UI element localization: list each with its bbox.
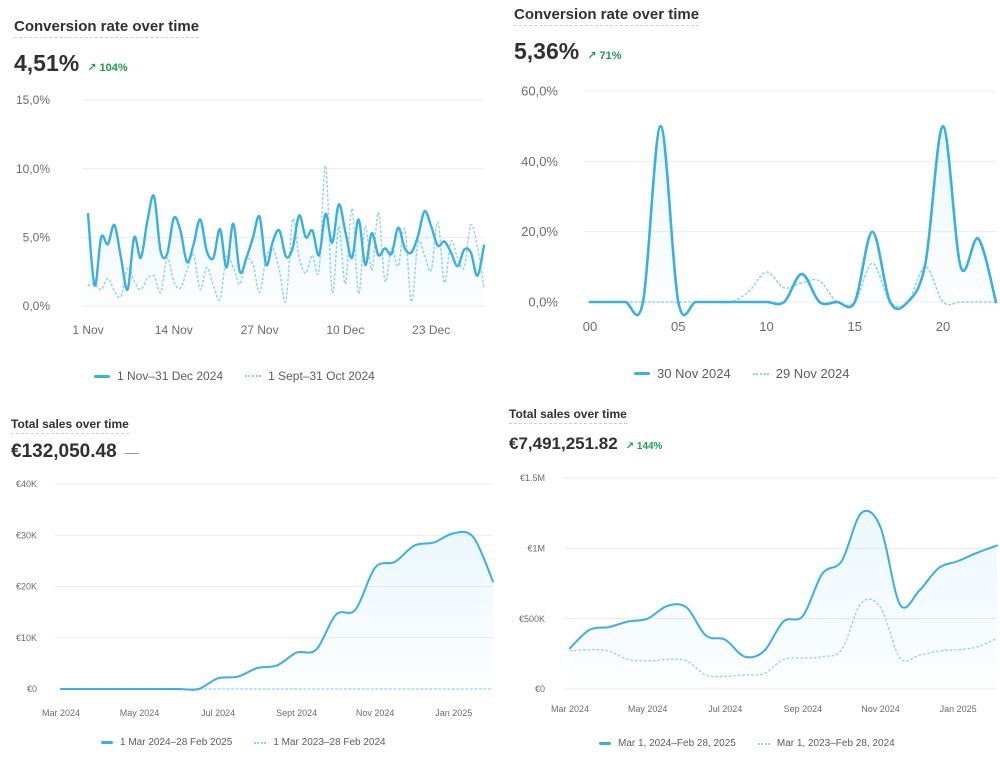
card-total-sales-annual: Total sales over time €7,491,251.82 ↗ 144… <box>509 404 1000 759</box>
metric-value: €7,491,251.82 <box>509 434 618 453</box>
x-tick-label: Jul 2024 <box>201 708 235 718</box>
trend-up-badge: ↗ 71% <box>587 50 622 62</box>
legend-swatch-solid <box>94 374 110 378</box>
x-tick-label: 05 <box>671 319 685 334</box>
series-line-current[interactable] <box>588 124 998 317</box>
card-title[interactable]: Conversion rate over time <box>14 18 200 38</box>
y-tick-label: €40K <box>16 479 37 489</box>
y-tick-label: €1.5M <box>520 473 545 483</box>
x-tick-label: 15 <box>848 319 862 334</box>
trend-up-badge: ↗ 104% <box>87 62 128 74</box>
chart-total-sales-annual: €0 €500K €1M €1.5M Mar 2024 May 2024 Jul 2024 S… <box>519 473 998 714</box>
legend-label: 1 Sept–31 Oct 2024 <box>268 369 375 383</box>
x-tick-label: May 2024 <box>628 704 668 714</box>
x-tick-label: 14 Nov <box>155 323 193 337</box>
no-change-indicator: — <box>124 444 139 460</box>
y-tick-label: €0 <box>27 684 37 694</box>
x-tick-label: 10 <box>759 319 773 334</box>
card-conversion-rate-hourly: Conversion rate over time 5,36% ↗ 71% 0,0… <box>514 6 1000 390</box>
legend-swatch-dotted <box>752 372 769 375</box>
metric-value: 4,51% <box>14 50 80 76</box>
x-tick-label: Mar 2024 <box>551 704 589 714</box>
metric: 5,36% ↗ 71% <box>514 38 622 65</box>
legend-swatch-dotted <box>254 741 267 744</box>
series-line-current[interactable] <box>86 194 486 291</box>
legend-item[interactable]: 1 Mar 2023–28 Feb 2024 <box>254 737 386 748</box>
x-tick-label: 1 Nov <box>72 323 103 337</box>
legend-label: Mar 1, 2024–Feb 28, 2025 <box>618 738 736 749</box>
x-tick-label: Jan 2025 <box>940 704 977 714</box>
card-total-sales-12m: Total sales over time €132,050.48 — €0 €10… <box>11 414 496 759</box>
y-tick-label: €1M <box>527 543 545 553</box>
legend-swatch-solid <box>634 372 650 375</box>
legend-item[interactable]: 30 Nov 2024 <box>634 366 731 381</box>
legend-item[interactable]: 1 Nov–31 Dec 2024 <box>94 369 223 383</box>
y-tick-label: €0 <box>535 684 545 694</box>
trend-up-badge: ↗ 144% <box>625 441 663 452</box>
y-tick-label: 40,0% <box>521 154 558 169</box>
legend-item[interactable]: Mar 1, 2023–Feb 28, 2024 <box>757 738 895 749</box>
x-tick-label: 00 <box>583 319 597 334</box>
y-tick-label: €500K <box>519 614 545 624</box>
x-tick-label: Jan 2025 <box>435 708 472 718</box>
x-tick-label: Sep 2024 <box>784 704 823 714</box>
series-area-fill <box>61 531 493 690</box>
legend-label: 29 Nov 2024 <box>775 366 850 381</box>
legend-swatch-dotted <box>245 375 262 377</box>
x-tick-label: Mar 2024 <box>42 708 80 718</box>
chart-legend: 30 Nov 2024 29 Nov 2024 <box>634 366 871 381</box>
chart-legend: 1 Nov–31 Dec 2024 1 Sept–31 Oct 2024 <box>94 369 397 383</box>
card-title[interactable]: Conversion rate over time <box>514 6 700 26</box>
card-conversion-rate-nov-dec: Conversion rate over time 4,51% ↗ 104% 0,… <box>14 18 494 388</box>
legend-item[interactable]: 1 Mar 2024–28 Feb 2025 <box>101 737 232 748</box>
legend-item[interactable]: 29 Nov 2024 <box>752 366 850 381</box>
x-tick-label: 23 Dec <box>412 323 450 337</box>
chart-conversion-rate-nov-dec: 0,0% 5,0% 10,0% 15,0% 1 Nov 14 Nov 27 Nov 10 De… <box>16 93 486 337</box>
x-tick-label: 10 Dec <box>326 323 364 337</box>
chart-legend: 1 Mar 2024–28 Feb 2025 1 Mar 2023–28 Feb … <box>101 737 408 748</box>
series-area-fill <box>88 195 484 306</box>
metric: €7,491,251.82 ↗ 144% <box>509 434 662 454</box>
legend-label: 1 Mar 2023–28 Feb 2024 <box>273 737 386 748</box>
y-tick-label: 0,0% <box>23 299 51 313</box>
x-tick-label: Nov 2024 <box>356 708 395 718</box>
metric: €132,050.48 — <box>11 441 139 463</box>
legend-label: Mar 1, 2023–Feb 28, 2024 <box>776 738 895 749</box>
y-tick-label: 10,0% <box>16 162 50 176</box>
x-tick-label: 27 Nov <box>241 323 279 337</box>
series-line-current[interactable] <box>60 530 494 691</box>
x-tick-label: Sept 2024 <box>276 708 317 718</box>
card-title[interactable]: Total sales over time <box>509 407 627 424</box>
x-tick-label: 20 <box>936 319 950 334</box>
y-tick-label: €20K <box>16 582 37 592</box>
series-area-fill <box>590 126 996 316</box>
x-tick-label: Jul 2024 <box>708 704 742 714</box>
x-tick-label: Nov 2024 <box>861 704 900 714</box>
y-tick-label: 20,0% <box>521 224 558 239</box>
card-title[interactable]: Total sales over time <box>11 417 129 434</box>
legend-swatch-solid <box>101 741 113 744</box>
metric-value: 5,36% <box>514 38 580 64</box>
y-tick-label: €30K <box>16 530 37 540</box>
y-tick-label: 60,0% <box>521 84 558 99</box>
legend-swatch-solid <box>599 742 611 745</box>
legend-label: 1 Nov–31 Dec 2024 <box>117 369 224 383</box>
legend-item[interactable]: 1 Sept–31 Oct 2024 <box>245 369 375 383</box>
series-line-current[interactable] <box>569 509 998 659</box>
chart-total-sales-12m: €0 €10K €20K €30K €40K Mar 2024 May 2024 Jul 20… <box>16 479 494 718</box>
series-area-fill <box>570 510 997 689</box>
y-tick-label: €10K <box>16 633 37 643</box>
y-tick-label: 15,0% <box>16 93 50 107</box>
chart-legend: Mar 1, 2024–Feb 28, 2025 Mar 1, 2023–Feb … <box>599 738 917 749</box>
metric-value: €132,050.48 <box>11 441 117 462</box>
legend-label: 30 Nov 2024 <box>657 366 731 381</box>
legend-swatch-dotted <box>757 742 770 745</box>
metric: 4,51% ↗ 104% <box>14 50 128 77</box>
x-tick-label: May 2024 <box>120 708 160 718</box>
y-tick-label: 5,0% <box>23 231 51 245</box>
legend-item[interactable]: Mar 1, 2024–Feb 28, 2025 <box>599 738 736 749</box>
chart-conversion-rate-hourly: 0,0% 20,0% 40,0% 60,0% 00 05 10 15 20 <box>521 84 998 334</box>
y-tick-label: 0,0% <box>528 295 558 310</box>
legend-label: 1 Mar 2024–28 Feb 2025 <box>120 737 233 748</box>
